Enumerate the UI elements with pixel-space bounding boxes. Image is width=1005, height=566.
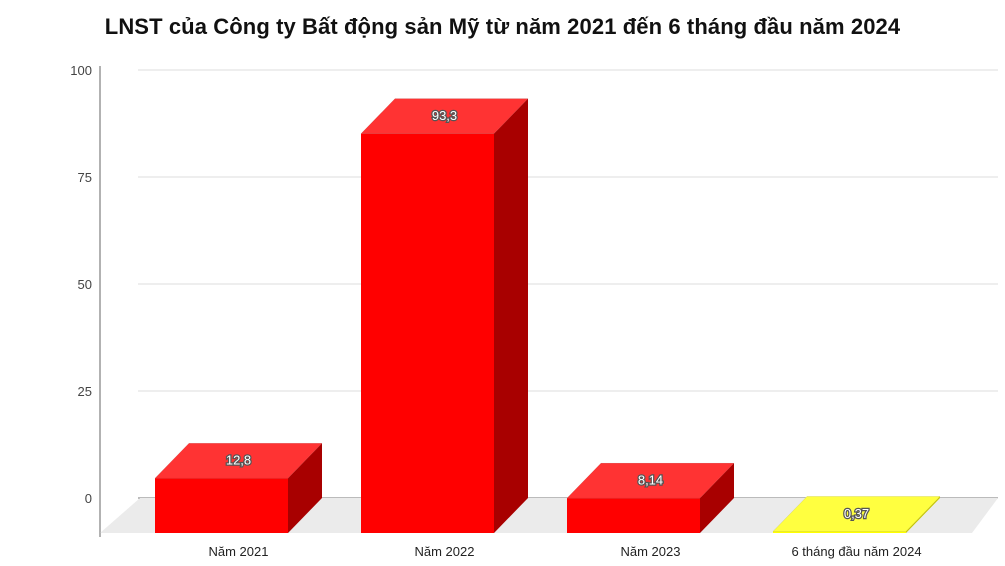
y-tick-label-0: 0	[85, 491, 92, 506]
x-tick-label-1: Năm 2022	[415, 544, 475, 559]
bar-top-3	[772, 496, 941, 532]
bar-0	[155, 478, 288, 533]
bar-side-1	[494, 98, 528, 534]
bar-side-2	[700, 463, 734, 533]
x-tick-label-3: 6 tháng đầu năm 2024	[791, 544, 921, 559]
data-label-1: 93,3	[432, 108, 457, 123]
y-tick-label-2: 50	[78, 277, 92, 292]
x-tick-label-0: Năm 2021	[209, 544, 269, 559]
chart-title: LNST của Công ty Bất động sản Mỹ từ năm …	[104, 14, 901, 39]
data-label-3: 0,37	[844, 506, 869, 521]
bar-2	[567, 498, 700, 533]
y-tick-label-3: 75	[78, 170, 92, 185]
data-label-0: 12,8	[226, 453, 251, 468]
bar-side-3	[906, 496, 940, 533]
y-tick-label-1: 25	[78, 384, 92, 399]
bar-top-0	[154, 442, 323, 479]
x-tick-label-2: Năm 2023	[621, 544, 681, 559]
bar-top-1	[360, 98, 529, 134]
bar-3	[773, 531, 906, 533]
data-label-2: 8,14	[638, 473, 663, 488]
y-tick-label-4: 100	[70, 63, 92, 78]
bar-side-0	[288, 443, 322, 533]
bar-top-2	[566, 462, 735, 499]
chart-floor	[100, 498, 998, 533]
bar-1	[361, 133, 494, 533]
